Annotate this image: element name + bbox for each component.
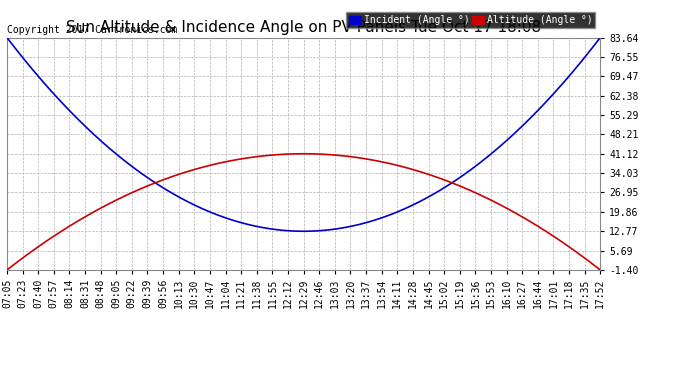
- Text: Copyright 2017 Cartronics.com: Copyright 2017 Cartronics.com: [7, 25, 177, 35]
- Legend: Incident (Angle °), Altitude (Angle °): Incident (Angle °), Altitude (Angle °): [346, 12, 595, 28]
- Title: Sun Altitude & Incidence Angle on PV Panels Tue Oct 17 18:08: Sun Altitude & Incidence Angle on PV Pan…: [66, 20, 541, 35]
